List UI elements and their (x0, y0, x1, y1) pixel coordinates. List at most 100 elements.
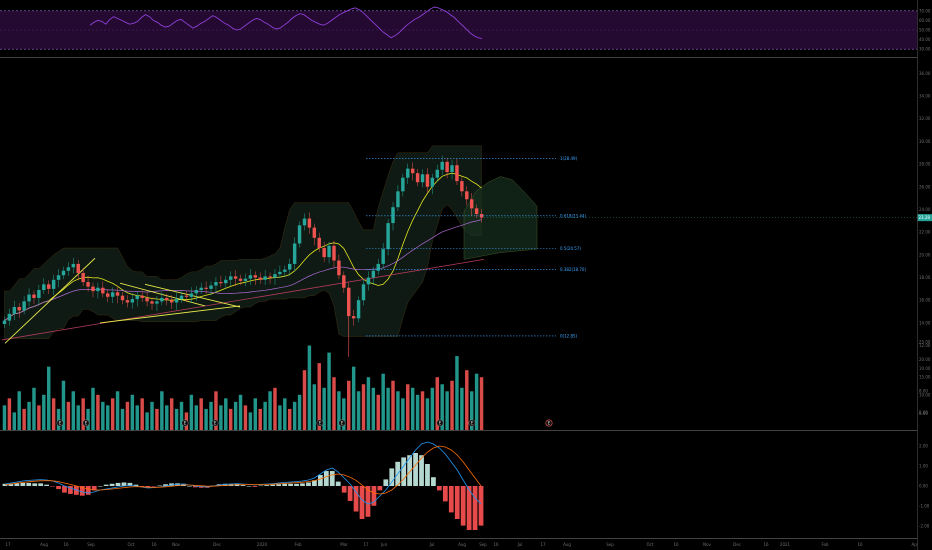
volume-bar (2, 405, 7, 430)
volume-tick-label: 10.00 (919, 392, 931, 397)
volume-bar (12, 412, 17, 430)
earnings-marker-label: E (59, 421, 62, 426)
earnings-marker (316, 419, 324, 427)
volume-bar (317, 363, 321, 430)
candle (76, 263, 80, 273)
macd-histogram-bar (436, 486, 442, 491)
volume-bar (465, 370, 469, 430)
candle (204, 287, 208, 289)
volume-bar (307, 345, 312, 430)
price-tick-label: 18.00 (919, 275, 931, 280)
candle (292, 243, 297, 264)
time-tick-label: Sep (606, 542, 614, 547)
time-tick-label: 2020 (257, 542, 268, 547)
macd-histogram-bar (115, 482, 121, 486)
macd-histogram-bar (157, 485, 163, 487)
volume-bar (238, 394, 243, 430)
macd-tick-label: -1.00 (919, 504, 930, 509)
volume-bar (130, 394, 135, 430)
volume-bar (440, 384, 444, 430)
volume-bar (312, 384, 317, 430)
macd-histogram-bar (312, 480, 317, 486)
candle (474, 208, 479, 215)
rsi-tick-label: 30.00 (919, 47, 931, 52)
candle (268, 276, 272, 278)
time-tick-label: 16 (63, 542, 69, 547)
macd-histogram-bar (323, 471, 329, 486)
volume-bar (224, 398, 228, 430)
volume-bar (297, 394, 302, 430)
macd-histogram-bar (270, 484, 276, 486)
candle (337, 260, 341, 276)
price-panel: 36.00 34.00 32.00 30.00 28.00 26.00 24.00 22.00… (1, 71, 932, 416)
volume-bar (81, 398, 85, 430)
volume-bar (342, 398, 346, 430)
macd-histogram-bar (466, 486, 472, 530)
volume-bar (243, 405, 248, 430)
macd-histogram-bar (306, 482, 311, 486)
rsi-line (89, 6, 483, 40)
time-tick-label: Apr (912, 542, 919, 547)
price-tick-label: 28.00 (919, 162, 931, 167)
candle (199, 287, 203, 291)
macd-histogram-bar (222, 483, 228, 486)
candle (283, 269, 287, 272)
candle (391, 207, 395, 224)
macd-histogram-bar (389, 468, 395, 486)
volume-bar (410, 387, 415, 430)
volume-bar (351, 366, 356, 430)
candle (430, 177, 435, 187)
macd-histogram-bar (8, 483, 14, 486)
macd-histogram-bar (264, 485, 270, 486)
time-tick-label: 16 (151, 542, 157, 547)
price-tick-label: 26.00 (919, 184, 931, 189)
volume-tick-label: 20.00 (919, 357, 931, 362)
volume-bar (302, 370, 307, 430)
macd-histogram-bar (79, 486, 85, 496)
macd-histogram-bar (377, 486, 383, 491)
volume-bar (455, 356, 459, 430)
macd-histogram-bar (240, 485, 246, 486)
candle (110, 292, 115, 297)
volume-tick-label: 15.00 (919, 375, 931, 380)
volume-bar (194, 405, 198, 430)
time-tick-label: Aug (458, 542, 466, 547)
time-tick-label: Oct (647, 542, 654, 547)
candle (160, 297, 164, 302)
volume-bar (106, 405, 110, 430)
time-tick-label: Jun (380, 542, 388, 547)
candle (106, 293, 110, 297)
time-tick-label: Aug (40, 542, 48, 547)
volume-bar (160, 391, 164, 430)
candle (258, 277, 262, 280)
volume-bar (120, 408, 125, 430)
earnings-marker (56, 419, 64, 427)
volume-bar (327, 352, 331, 430)
candle (302, 218, 307, 226)
macd-histogram-bar (401, 457, 407, 486)
volume-bar (258, 408, 262, 430)
candle (253, 275, 258, 278)
macd-histogram-bar (187, 486, 192, 487)
drawn-trendline (4, 257, 96, 344)
macd-histogram-bar (454, 486, 460, 519)
fib-level-label: 0.618(23.44) (560, 213, 586, 218)
macd-histogram-bar (383, 479, 389, 486)
volume-bar (76, 405, 80, 430)
macd-histogram-bar (317, 475, 323, 486)
macd-histogram-bar (32, 483, 38, 486)
time-tick-label: 16 (673, 542, 679, 547)
candle (248, 275, 253, 279)
candle (56, 275, 61, 280)
volume-bar (165, 405, 169, 430)
volume-bar (209, 401, 213, 430)
cloud-projection (463, 176, 538, 260)
volume-bar (401, 398, 405, 430)
candle (366, 277, 371, 285)
ma-mid-line (4, 219, 482, 321)
macd-histogram-bar (109, 483, 115, 486)
candle (312, 227, 317, 238)
candle (155, 301, 159, 304)
macd-histogram-bar (431, 477, 436, 486)
